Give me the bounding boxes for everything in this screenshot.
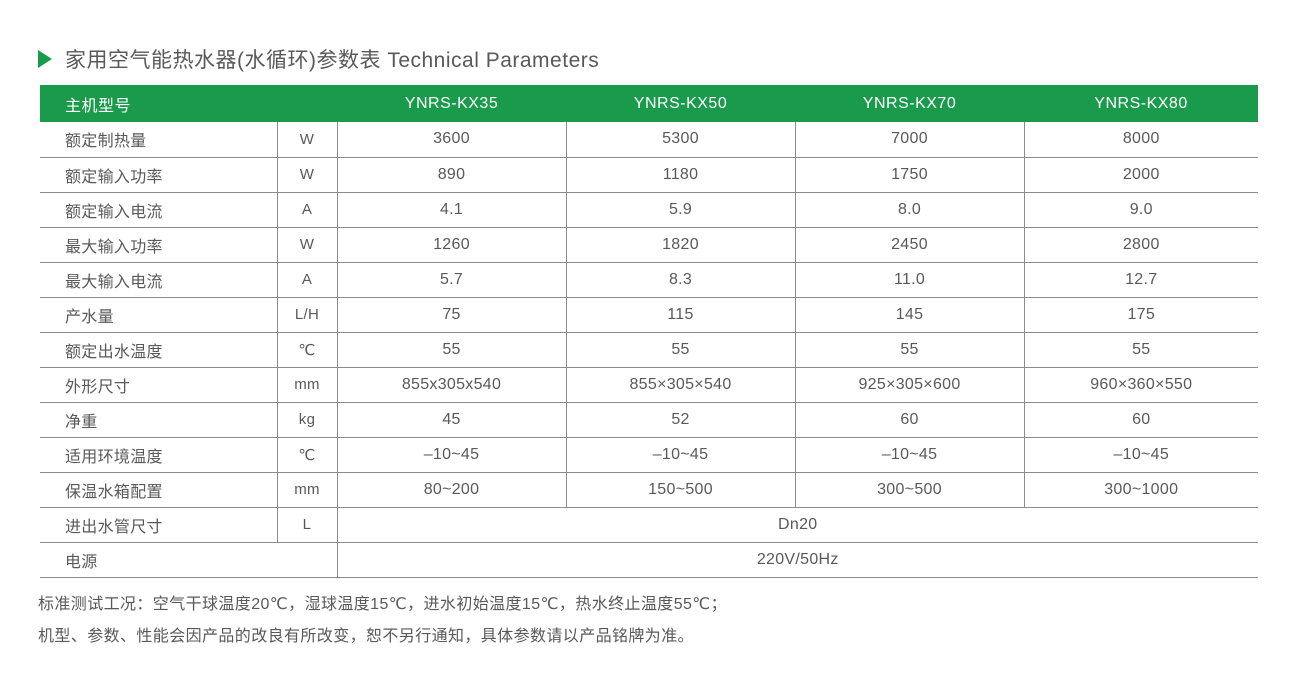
param-unit: ℃ [277, 437, 338, 473]
param-value: 890 [337, 157, 567, 193]
param-unit: kg [277, 402, 338, 438]
test-conditions-note: 标准测试工况：空气干球温度20℃，湿球温度15℃，进水初始温度15℃，热水终止温… [38, 596, 728, 613]
param-label: 外形尺寸 [40, 367, 278, 403]
param-unit: mm [277, 367, 338, 403]
param-value: –10~45 [566, 437, 796, 473]
param-unit: W [277, 122, 338, 158]
param-label: 产水量 [40, 297, 278, 333]
param-value: 145 [795, 297, 1025, 333]
table-row: 产水量 L/H 75 115 145 175 [40, 297, 1259, 333]
param-value: 150~500 [566, 472, 796, 508]
param-unit: L/H [277, 297, 338, 333]
page-title: 家用空气能热水器(水循环)参数表 Technical Parameters [65, 49, 600, 72]
param-label: 额定出水温度 [40, 332, 278, 368]
param-value: 60 [795, 402, 1025, 438]
param-value: 12.7 [1024, 262, 1259, 298]
param-value: 4.1 [337, 192, 567, 228]
param-value: 925×305×600 [795, 367, 1025, 403]
param-value: –10~45 [795, 437, 1025, 473]
param-value: 8.0 [795, 192, 1025, 228]
param-value: 2800 [1024, 227, 1259, 263]
param-unit: A [277, 262, 338, 298]
table-row: 保温水箱配置 mm 80~200 150~500 300~500 300~100… [40, 472, 1259, 508]
table-row: 净重 kg 45 52 60 60 [40, 402, 1259, 438]
param-value: 855×305×540 [566, 367, 796, 403]
param-unit: ℃ [277, 332, 338, 368]
param-value: 9.0 [1024, 192, 1259, 228]
param-label: 额定输入电流 [40, 192, 278, 228]
technical-parameters-table: 主机型号 YNRS-KX35 YNRS-KX50 YNRS-KX70 YNRS-… [40, 85, 1259, 578]
disclaimer-note: 机型、参数、性能会因产品的改良有所改变，恕不另行通知，具体参数请以产品铭牌为准。 [38, 628, 695, 645]
param-value: 55 [1024, 332, 1259, 368]
table-row: 额定制热量 W 3600 5300 7000 8000 [40, 122, 1259, 158]
param-value: 5.7 [337, 262, 567, 298]
param-unit: L [277, 507, 338, 543]
param-value: 52 [566, 402, 796, 438]
header-model-ynrs-kx80: YNRS-KX80 [1024, 85, 1259, 122]
table-row: 额定出水温度 ℃ 55 55 55 55 [40, 332, 1259, 368]
param-value: 1750 [795, 157, 1025, 193]
header-model-ynrs-kx50: YNRS-KX50 [566, 85, 796, 122]
param-value: 80~200 [337, 472, 567, 508]
param-label: 进出水管尺寸 [40, 507, 278, 543]
param-value: 1180 [566, 157, 796, 193]
param-value: 3600 [337, 122, 567, 158]
param-value: 960×360×550 [1024, 367, 1259, 403]
param-value: 175 [1024, 297, 1259, 333]
param-value: 55 [566, 332, 796, 368]
param-unit: A [277, 192, 338, 228]
param-label: 电源 [40, 542, 338, 578]
header-model-ynrs-kx70: YNRS-KX70 [795, 85, 1025, 122]
param-value: 1820 [566, 227, 796, 263]
param-label: 额定制热量 [40, 122, 278, 158]
param-value: 300~1000 [1024, 472, 1259, 508]
table-row: 适用环境温度 ℃ –10~45 –10~45 –10~45 –10~45 [40, 437, 1259, 473]
param-value: 8.3 [566, 262, 796, 298]
param-value: 7000 [795, 122, 1025, 158]
table-row: 最大输入功率 W 1260 1820 2450 2800 [40, 227, 1259, 263]
header-model-label: 主机型号 [40, 85, 338, 122]
param-label: 最大输入电流 [40, 262, 278, 298]
table-row: 最大输入电流 A 5.7 8.3 11.0 12.7 [40, 262, 1259, 298]
param-label: 净重 [40, 402, 278, 438]
table-row: 额定输入电流 A 4.1 5.9 8.0 9.0 [40, 192, 1259, 228]
param-label: 最大输入功率 [40, 227, 278, 263]
param-value: 115 [566, 297, 796, 333]
footnotes: 标准测试工况：空气干球温度20℃，湿球温度15℃，进水初始温度15℃，热水终止温… [38, 589, 727, 653]
param-unit: W [277, 227, 338, 263]
param-value-merged: 220V/50Hz [337, 542, 1259, 578]
param-label: 适用环境温度 [40, 437, 278, 473]
page-header: 家用空气能热水器(水循环)参数表 Technical Parameters [38, 44, 599, 74]
param-value: 55 [795, 332, 1025, 368]
param-label: 额定输入功率 [40, 157, 278, 193]
param-value-merged: Dn20 [337, 507, 1259, 543]
param-value: 55 [337, 332, 567, 368]
param-value: 11.0 [795, 262, 1025, 298]
header-row: 主机型号 YNRS-KX35 YNRS-KX50 YNRS-KX70 YNRS-… [40, 85, 1259, 122]
header-model-ynrs-kx35: YNRS-KX35 [337, 85, 567, 122]
param-unit: mm [277, 472, 338, 508]
param-value: 75 [337, 297, 567, 333]
param-value: 2000 [1024, 157, 1259, 193]
table-body: 额定制热量 W 3600 5300 7000 8000 额定输入功率 W 890… [40, 122, 1259, 578]
param-value: 60 [1024, 402, 1259, 438]
table-row: 额定输入功率 W 890 1180 1750 2000 [40, 157, 1259, 193]
param-value: 855x305x540 [337, 367, 567, 403]
param-value: 300~500 [795, 472, 1025, 508]
param-value: 2450 [795, 227, 1025, 263]
table-row: 电源 220V/50Hz [40, 542, 1259, 578]
param-value: –10~45 [337, 437, 567, 473]
table-row: 进出水管尺寸 L Dn20 [40, 507, 1259, 543]
param-label: 保温水箱配置 [40, 472, 278, 508]
param-value: 8000 [1024, 122, 1259, 158]
param-unit: W [277, 157, 338, 193]
table-row: 外形尺寸 mm 855x305x540 855×305×540 925×305×… [40, 367, 1259, 403]
param-value: 1260 [337, 227, 567, 263]
title-arrow-icon [38, 50, 52, 68]
param-value: –10~45 [1024, 437, 1259, 473]
param-value: 5.9 [566, 192, 796, 228]
param-value: 45 [337, 402, 567, 438]
table-header: 主机型号 YNRS-KX35 YNRS-KX50 YNRS-KX70 YNRS-… [40, 85, 1259, 122]
param-value: 5300 [566, 122, 796, 158]
